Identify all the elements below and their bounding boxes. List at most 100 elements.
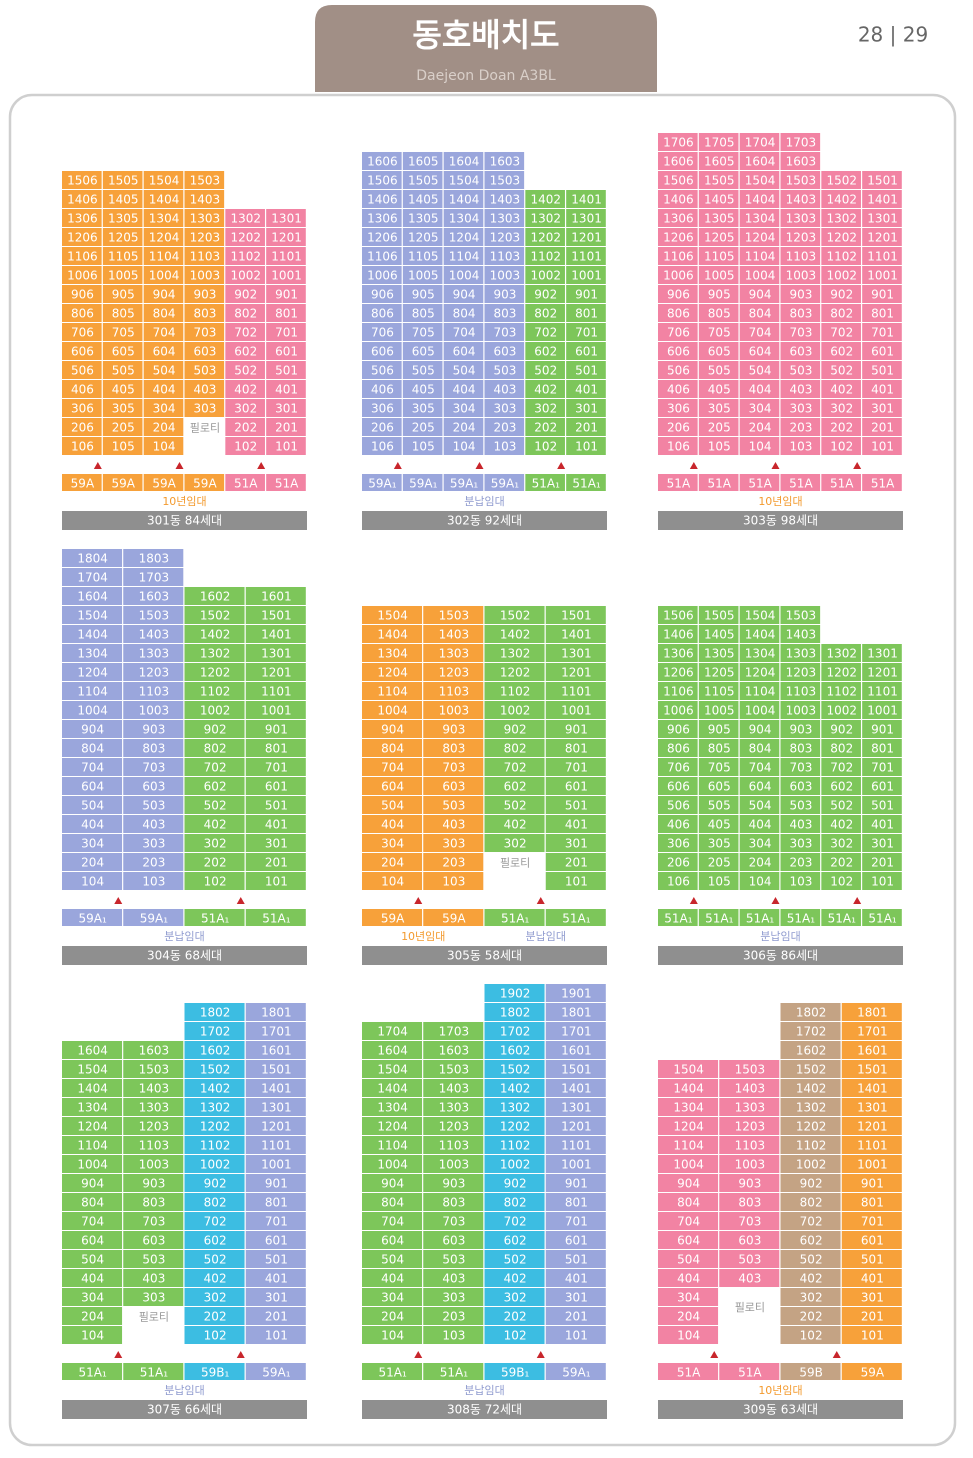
unit-cell (184, 209, 225, 227)
unit-number: 904 (749, 723, 772, 737)
supply-note: 분납임대 (464, 1384, 504, 1397)
unit-type: 59A₁ (450, 477, 478, 491)
unit-number: 1402 (796, 1082, 827, 1096)
unit-cell (658, 739, 698, 757)
unit-cell (545, 625, 606, 643)
page-number: 28 | 29 (858, 23, 928, 47)
unit-number: 804 (381, 742, 404, 756)
unit-type-box (362, 1363, 423, 1380)
unit-cell (658, 663, 698, 681)
unit-number: 901 (265, 723, 288, 737)
unit-cell (423, 777, 484, 795)
unit-cell (123, 1136, 184, 1154)
unit-number: 503 (442, 1253, 465, 1267)
unit-number: 902 (504, 1177, 527, 1191)
unit-number: 906 (667, 288, 690, 302)
unit-cell (184, 606, 245, 624)
unit-cell (443, 266, 484, 284)
unit-number: 301 (871, 402, 894, 416)
unit-cell (225, 323, 265, 341)
unit-number: 303 (442, 1291, 465, 1305)
unit-cell (225, 342, 265, 360)
unit-cell (780, 1231, 841, 1249)
unit-number: 501 (565, 1253, 588, 1267)
unit-number: 504 (677, 1253, 700, 1267)
unit-cell (698, 720, 739, 738)
entrance-marker (414, 1351, 423, 1358)
unit-cell (484, 984, 545, 1002)
unit-number: 1305 (108, 212, 139, 226)
building-name: 307동 66세대 (147, 1403, 222, 1417)
unit-number: 401 (861, 1272, 884, 1286)
unit-cell (362, 285, 402, 303)
unit-cell (184, 1288, 245, 1306)
unit-number: 206 (667, 421, 690, 435)
unit-cell (484, 682, 545, 700)
unit-number: 402 (504, 1272, 527, 1286)
unit-number: 802 (534, 307, 557, 321)
entrance-marker (236, 1351, 245, 1358)
unit-number: 1902 (500, 987, 531, 1001)
unit-cell (739, 437, 780, 455)
building-name: 304동 68세대 (147, 949, 222, 963)
unit-cell (739, 228, 780, 246)
unit-cell (484, 399, 525, 417)
unit-cell (698, 228, 739, 246)
unit-cell (698, 644, 739, 662)
unit-type-box (184, 1363, 245, 1380)
unit-cell (484, 1307, 545, 1325)
unit-cell (184, 1174, 245, 1192)
unit-number: 1204 (745, 231, 776, 245)
unit-cell (245, 1155, 306, 1173)
unit-number: 704 (81, 1215, 104, 1229)
unit-number: 405 (708, 383, 731, 397)
unit-cell (423, 663, 484, 681)
unit-number: 404 (81, 1272, 104, 1286)
unit-cell (102, 380, 143, 398)
unit-number: 1704 (745, 136, 776, 150)
unit-cell (62, 853, 123, 871)
unit-number: 1402 (500, 1082, 531, 1096)
unit-number: 902 (504, 723, 527, 737)
unit-number: 401 (575, 383, 598, 397)
unit-cell (62, 606, 123, 624)
unit-cell (184, 1060, 245, 1078)
unit-number: 702 (504, 761, 527, 775)
unit-number: 503 (142, 799, 165, 813)
unit-number: 604 (381, 1234, 404, 1248)
unit-cell (841, 1041, 902, 1059)
unit-number: 404 (381, 818, 404, 832)
unit-type-box (184, 474, 225, 491)
unit-number: 803 (142, 1196, 165, 1210)
unit-number: 105 (708, 875, 731, 889)
unit-cell (245, 1117, 306, 1135)
unit-cell (102, 285, 143, 303)
unit-cell (62, 777, 123, 795)
unit-cell (184, 758, 245, 776)
unit-type-box (658, 909, 698, 926)
unit-number: 1401 (867, 193, 898, 207)
unit-number: 703 (142, 761, 165, 775)
unit-number: 301 (275, 402, 298, 416)
unit-cell (143, 209, 184, 227)
unit-number: 204 (381, 1310, 404, 1324)
unit-cell (362, 606, 423, 624)
unit-cell (245, 606, 306, 624)
unit-number: 104 (749, 875, 772, 889)
unit-cell (566, 342, 606, 360)
unit-number: 502 (830, 799, 853, 813)
unit-cell (739, 380, 780, 398)
unit-cell (719, 1098, 780, 1116)
unit-number: 1504 (377, 1063, 408, 1077)
unit-number: 503 (142, 1253, 165, 1267)
unit-cell (362, 1269, 423, 1287)
unit-cell (821, 361, 861, 379)
unit-number: 503 (789, 799, 812, 813)
unit-cell (545, 1288, 606, 1306)
unit-number: 702 (830, 326, 853, 340)
unit-cell (225, 228, 265, 246)
unit-cell (266, 342, 306, 360)
unit-number: 1202 (826, 666, 857, 680)
unit-cell (658, 380, 698, 398)
unit-number: 703 (789, 326, 812, 340)
